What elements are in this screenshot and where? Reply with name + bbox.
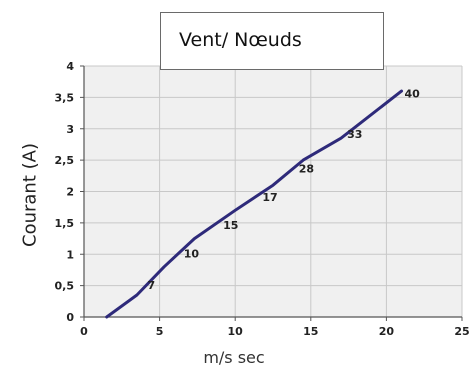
x-tick-label: 0: [80, 325, 88, 338]
y-tick-label: 1,5: [55, 217, 75, 230]
data-label: 17: [262, 191, 277, 204]
y-tick-label: 4: [66, 60, 74, 73]
y-tick-label: 2,5: [55, 154, 75, 167]
series-group: [105, 89, 403, 319]
y-axis-label: Courant (A): [19, 143, 41, 247]
y-axis-ticks: 0 0,5 1 1,5 2 2,5 3 3,5 4: [55, 60, 84, 324]
data-label: 15: [223, 219, 238, 232]
x-tick-label: 20: [379, 325, 395, 338]
data-label: 28: [299, 163, 314, 176]
y-tick-label: 0: [66, 311, 74, 324]
y-tick-label: 3,5: [55, 91, 75, 104]
x-axis-label: m/s sec: [203, 348, 265, 367]
gridlines: [84, 65, 463, 317]
x-tick-label: 25: [454, 325, 469, 338]
chart-title-box: Vent/ Nœuds: [160, 12, 384, 70]
y-tick-label: 0,5: [55, 280, 75, 293]
x-tick-label: 15: [303, 325, 318, 338]
chart-title: Vent/ Nœuds: [179, 29, 302, 51]
data-label: 33: [347, 128, 362, 141]
x-axis-ticks: 0 5 10 15 20 25: [80, 317, 469, 338]
x-tick-label: 10: [228, 325, 244, 338]
series-line: [105, 89, 403, 319]
data-label: 40: [405, 87, 421, 100]
data-label: 10: [184, 247, 200, 260]
y-tick-label: 2: [66, 186, 74, 199]
x-tick-label: 5: [156, 325, 164, 338]
data-label: 7: [148, 279, 156, 292]
y-tick-label: 1: [66, 248, 74, 261]
data-labels: 7 10 15 17 28 33 40: [148, 87, 421, 291]
y-tick-label: 3: [66, 123, 74, 136]
